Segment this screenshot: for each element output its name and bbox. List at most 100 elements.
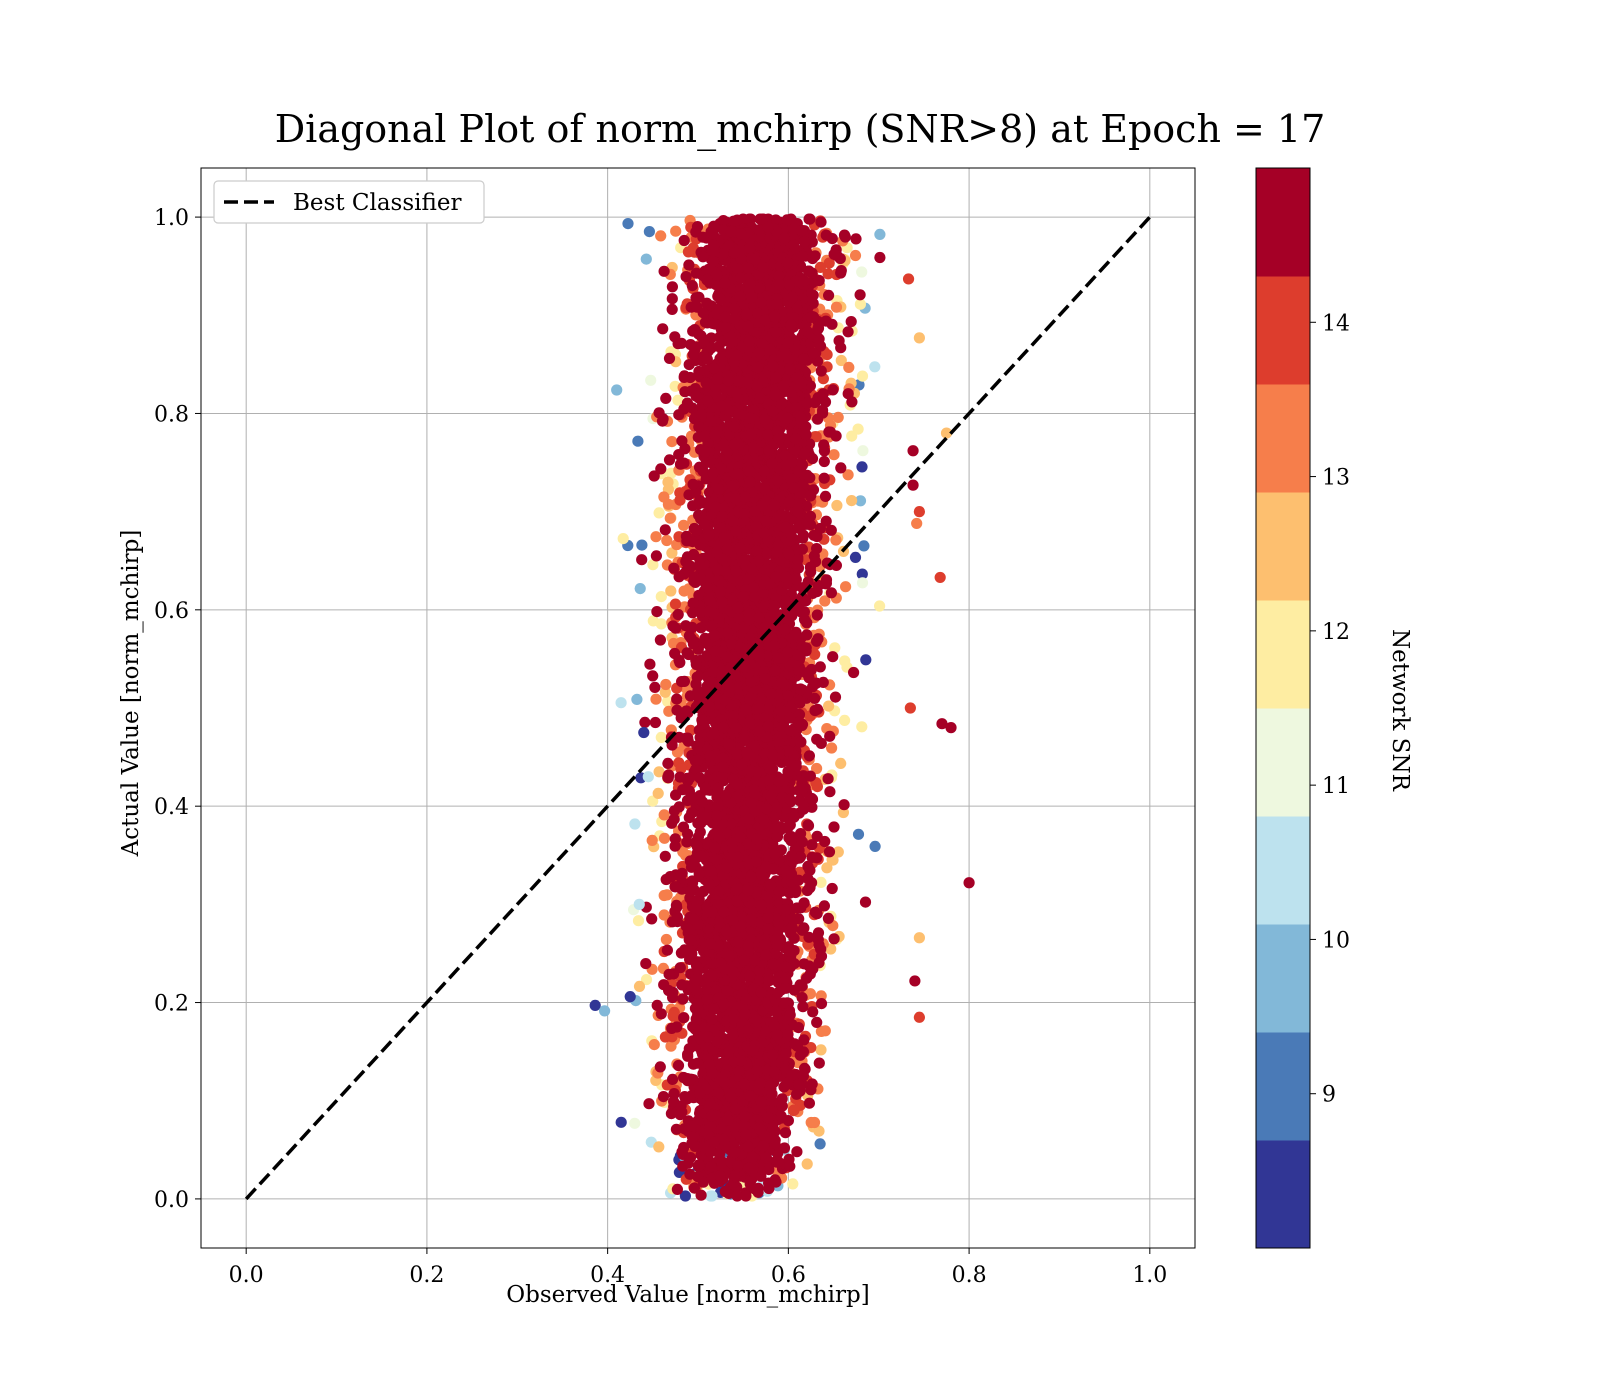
scatter-point: [678, 234, 690, 247]
scatter-point: [782, 690, 794, 702]
scatter-point: [633, 980, 646, 993]
scatter-point: [672, 394, 684, 406]
scatter-point: [652, 787, 664, 800]
scatter-point: [776, 721, 788, 733]
scatter-point: [849, 249, 862, 262]
scatter-point: [647, 559, 659, 571]
scatter-point: [668, 562, 680, 574]
scatter-point: [648, 1039, 660, 1051]
scatter-point: [639, 716, 651, 729]
scatter-cloud: [589, 213, 886, 1202]
scatter-point: [665, 1108, 678, 1120]
scatter-point: [653, 1141, 665, 1153]
scatter-point: [661, 944, 674, 956]
scatter-point: [666, 739, 678, 751]
scatter-point: [823, 846, 836, 858]
scatter-point: [668, 1096, 680, 1108]
scatter-point: [682, 732, 694, 744]
scatter-point: [829, 642, 841, 654]
scatter-point: [673, 449, 685, 461]
scatter-point: [658, 265, 670, 277]
scatter-point: [842, 469, 854, 481]
scatter-point: [830, 301, 843, 313]
scatter-point: [693, 1159, 705, 1171]
scatter-point: [644, 658, 656, 670]
scatter-point: [654, 1061, 666, 1073]
scatter-point: [827, 384, 839, 396]
scatter-point: [803, 931, 815, 943]
scatter-point: [802, 860, 814, 873]
scatter-point: [818, 455, 830, 468]
scatter-point: [659, 524, 671, 536]
scatter-point: [856, 721, 868, 733]
scatter-point: [675, 763, 687, 775]
scatter-point: [806, 839, 818, 851]
scatter-point: [811, 762, 823, 775]
scatter-point: [665, 585, 677, 597]
scatter-point: [666, 436, 678, 448]
scatter-point: [658, 889, 670, 902]
scatter-point: [678, 403, 690, 415]
scatter-point: [776, 1100, 788, 1112]
scatter-point: [856, 568, 868, 580]
scatter-point: [819, 595, 831, 607]
scatter-point: [615, 697, 627, 709]
scatter-point: [856, 461, 868, 473]
scatter-point: [860, 654, 872, 666]
scatter-point: [655, 591, 667, 603]
scatter-point: [842, 326, 854, 338]
scatter-point: [792, 1022, 805, 1034]
scatter-point: [826, 742, 838, 754]
scatter-point: [703, 878, 715, 890]
scatter-point: [695, 1189, 707, 1201]
scatter-point: [797, 532, 809, 544]
scatter-point: [660, 933, 673, 946]
scatter-point: [676, 435, 688, 447]
scatter-point: [678, 519, 690, 531]
scatter-point: [648, 470, 660, 482]
scatter-point: [640, 974, 653, 986]
scatter-point: [804, 770, 817, 782]
scatter-point: [811, 733, 823, 745]
scatter-point: [845, 316, 857, 328]
scatter-point: [631, 693, 643, 706]
scatter-point: [856, 577, 869, 589]
scatter-point: [811, 609, 823, 621]
scatter-point: [781, 214, 793, 226]
scatter-point: [678, 457, 690, 469]
scatter-point: [634, 583, 646, 595]
scatter-point: [687, 478, 699, 490]
scatter-point: [843, 361, 855, 373]
scatter-point: [785, 702, 797, 714]
scatter-point: [650, 531, 662, 543]
scatter-point: [811, 830, 823, 842]
scatter-point: [667, 1073, 679, 1085]
scatter-point: [664, 512, 676, 524]
scatter-point: [770, 214, 782, 226]
scatter-point: [804, 213, 816, 225]
scatter-point: [680, 620, 692, 632]
scatter-point: [662, 757, 674, 770]
scatter-point: [649, 681, 661, 694]
scatter-point: [666, 303, 678, 315]
scatter-point: [814, 661, 826, 673]
scatter-point: [819, 490, 832, 502]
scatter-point: [674, 494, 686, 506]
scatter-point: [815, 216, 827, 228]
scatter-point: [823, 257, 835, 269]
scatter-point: [686, 875, 698, 887]
scatter-point: [859, 896, 872, 908]
scatter-point: [825, 587, 838, 599]
scatter-point: [654, 634, 667, 646]
scatter-point: [825, 524, 837, 536]
scatter-point: [663, 705, 675, 717]
scatter-point: [824, 426, 837, 438]
scatter-point: [808, 1116, 821, 1129]
scatter-point: [691, 221, 704, 233]
scatter-point: [640, 958, 652, 970]
scatter-point: [858, 540, 870, 552]
scatter-point: [823, 700, 835, 712]
scatter-point: [683, 259, 695, 271]
scatter-point: [829, 691, 842, 703]
scatter-point: [640, 253, 652, 265]
